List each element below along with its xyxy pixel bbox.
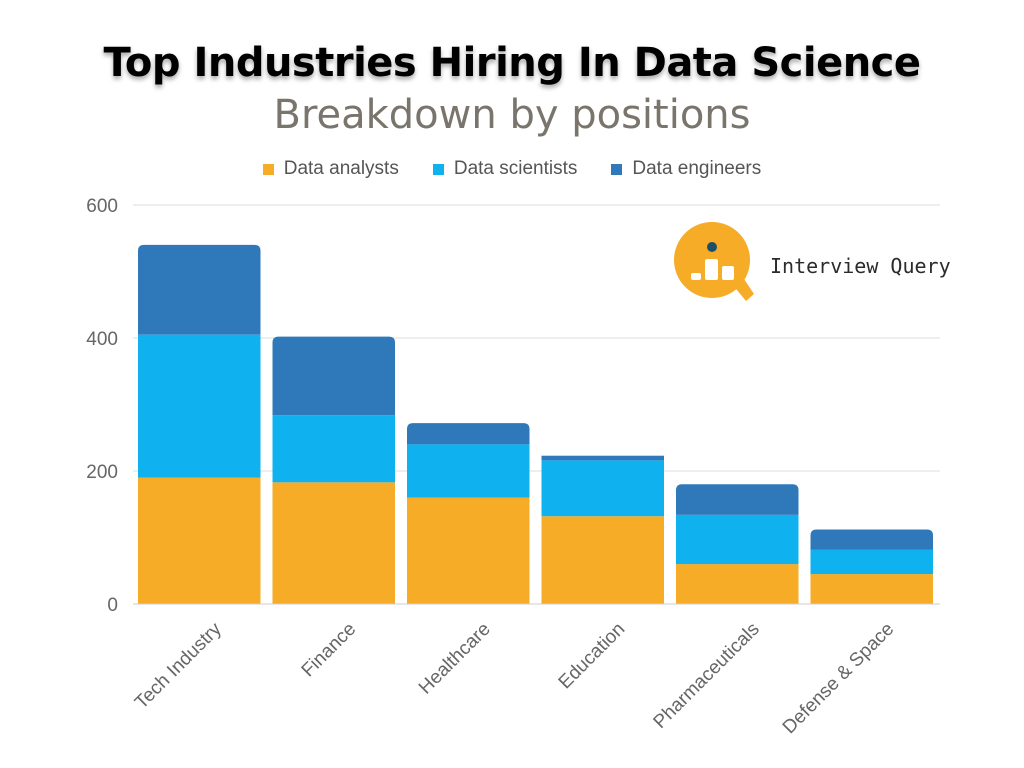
legend-item-data-engineers: Data engineers: [611, 158, 761, 180]
y-tick-label: 200: [86, 462, 118, 483]
legend-label: Data analysts: [283, 158, 399, 179]
bar-segment-data-engineers: [810, 529, 933, 550]
x-category-label: Education: [555, 619, 630, 694]
legend-item-data-scientists: Data scientists: [432, 158, 578, 180]
bar-segment-data-scientists: [810, 549, 933, 575]
x-category-label: Pharmaceuticals: [650, 619, 764, 733]
bar-segment-data-engineers: [272, 336, 395, 416]
logo-bar-1: [691, 273, 701, 280]
bar-segment-data-analysts: [541, 516, 664, 604]
x-category-label: Tech Industry: [131, 618, 226, 713]
bar-segment-data-scientists: [272, 415, 395, 483]
bar-segment-data-engineers: [541, 455, 664, 461]
legend-label: Data scientists: [453, 158, 578, 179]
legend-item-data-analysts: Data analysts: [262, 158, 399, 180]
bar-segment-data-analysts: [272, 482, 395, 604]
legend-swatch: [432, 163, 444, 175]
bar-segment-data-scientists: [541, 460, 664, 517]
bar-segment-data-scientists: [138, 334, 261, 478]
x-category-label: Healthcare: [415, 619, 495, 699]
bar-segment-data-analysts: [676, 564, 799, 604]
bar-segment-data-engineers: [407, 423, 530, 445]
chart-legend: Data analysts Data scientists Data engin…: [0, 158, 1024, 180]
y-tick-label: 400: [86, 329, 118, 350]
logo-bar-2: [705, 259, 718, 280]
interview-query-logo: Interview Query: [672, 222, 952, 306]
chart-subtitle: Breakdown by positions: [273, 92, 751, 138]
chart-title: Top Industries Hiring In Data Science: [103, 40, 921, 86]
logo-handle: [732, 276, 754, 301]
bar-segment-data-analysts: [810, 574, 933, 604]
legend-swatch: [262, 163, 274, 175]
bar-segment-data-engineers: [138, 244, 261, 335]
bar-segment-data-analysts: [407, 497, 530, 604]
y-tick-label: 0: [107, 595, 118, 616]
logo-dot: [707, 242, 717, 252]
bar-segment-data-scientists: [676, 514, 799, 565]
bar-segment-data-engineers: [676, 484, 799, 515]
bar-segment-data-scientists: [407, 444, 530, 498]
logo-text: Interview Query: [770, 254, 951, 278]
x-category-label: Defense & Space: [779, 619, 898, 738]
magnifier-chart-icon: [674, 222, 754, 301]
logo-bar-3: [722, 266, 734, 280]
legend-label: Data engineers: [632, 158, 762, 179]
bar-segment-data-analysts: [138, 477, 261, 604]
x-category-label: Finance: [298, 619, 361, 682]
legend-swatch: [611, 163, 623, 175]
y-tick-label: 600: [86, 196, 118, 217]
